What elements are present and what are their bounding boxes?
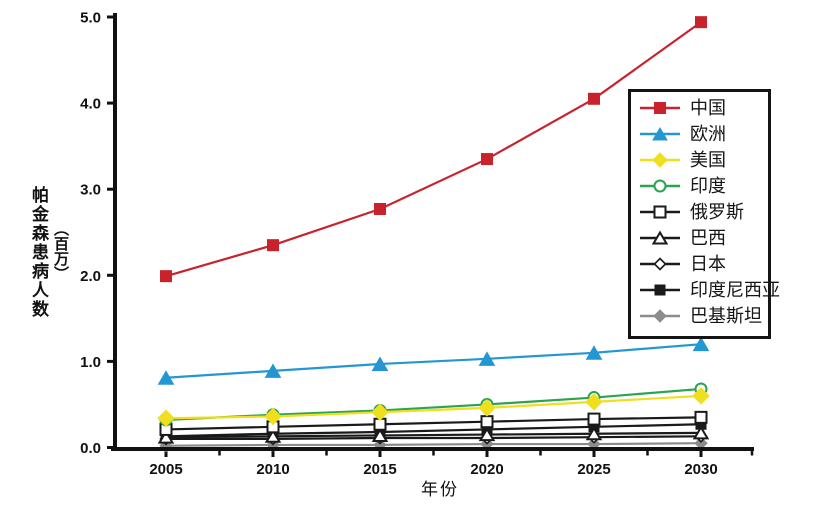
series-point-brazil: [692, 425, 710, 440]
legend-marker-india-icon: [640, 179, 680, 193]
legend-marker-usa-icon: [640, 152, 680, 168]
series-point-brazil: [478, 427, 496, 442]
series-point-brazil: [371, 427, 389, 442]
legend-item-pakistan: 巴基斯坦: [639, 303, 764, 329]
series-point-china: [267, 239, 279, 252]
series-line-russia: [165, 416, 702, 431]
series-point-russia: [480, 415, 494, 429]
legend-marker-russia-icon: [640, 205, 680, 219]
series-point-usa: [478, 399, 496, 417]
series-point-usa: [585, 393, 603, 411]
legend-marker-indonesia-icon: [640, 284, 680, 296]
y-tick-label: 4.0: [80, 96, 101, 113]
legend-symbol-indonesia: [654, 284, 666, 296]
series-point-china: [481, 153, 493, 166]
legend-marker-brazil-icon: [640, 230, 680, 245]
series-point-china: [374, 203, 386, 216]
legend-item-india: 印度: [639, 173, 764, 199]
series-line-china: [165, 21, 702, 278]
legend-label: 欧洲: [690, 124, 726, 144]
series-point-europe: [478, 351, 496, 366]
legend-item-china: 中国: [639, 95, 764, 121]
y-tick-label: 3.0: [80, 182, 101, 199]
x-tick-label: 2025: [577, 461, 610, 478]
legend-symbol-india: [653, 179, 667, 193]
legend-symbol-japan: [653, 257, 667, 271]
legend-item-usa: 美国: [639, 147, 764, 173]
legend-label: 美国: [690, 150, 726, 170]
legend-marker-japan-icon: [640, 257, 680, 271]
x-tick-label: 2005: [149, 461, 182, 478]
y-tick-label: 0.0: [80, 440, 101, 457]
series-line-brazil: [165, 431, 702, 439]
y-tick-label: 2.0: [80, 268, 101, 285]
series-point-europe: [264, 363, 282, 378]
legend-label: 俄罗斯: [690, 202, 744, 222]
series-line-pakistan: [165, 442, 702, 447]
x-axis-title: 年份: [421, 480, 459, 499]
series-point-russia: [694, 410, 708, 424]
series-point-brazil: [264, 428, 282, 443]
series-line-japan: [166, 435, 702, 440]
series-point-europe: [157, 370, 175, 385]
series-point-china: [588, 92, 600, 105]
legend-item-russia: 俄罗斯: [639, 199, 764, 225]
series-point-brazil: [157, 429, 175, 444]
series-point-usa: [157, 409, 175, 427]
series-point-china: [160, 270, 172, 283]
legend-symbol-brazil: [651, 230, 669, 245]
legend: 中国欧洲美国印度俄罗斯巴西日本印度尼西亚巴基斯坦: [628, 89, 780, 339]
y-tick-label: 5.0: [80, 10, 101, 27]
series-point-usa: [264, 407, 282, 426]
series-point-china: [695, 16, 707, 29]
series-line-india: [165, 387, 702, 422]
legend-label: 巴基斯坦: [690, 306, 762, 326]
legend-marker-pakistan-icon: [640, 309, 680, 323]
legend-item-brazil: 巴西: [639, 225, 764, 251]
series-point-europe: [371, 356, 389, 371]
legend-item-indonesia: 印度尼西亚: [639, 277, 780, 303]
legend-label: 巴西: [690, 228, 726, 248]
legend-symbol-pakistan: [653, 309, 667, 323]
series-point-brazil: [585, 426, 603, 441]
legend-label: 印度: [690, 176, 726, 196]
legend-label: 中国: [690, 98, 726, 118]
series-line-usa: [165, 394, 702, 420]
series-line-indonesia: [165, 423, 702, 438]
legend-marker-china-icon: [640, 102, 680, 114]
y-tick-label: 1.0: [80, 354, 101, 371]
y-axis-title: 帕金森患病人数: [29, 186, 48, 319]
legend-label: 印度尼西亚: [690, 280, 780, 300]
series-point-usa: [692, 387, 710, 405]
x-tick-label: 2020: [470, 461, 503, 478]
series-point-usa: [371, 403, 389, 421]
legend-marker-europe-icon: [640, 127, 680, 141]
legend-item-japan: 日本: [639, 251, 764, 277]
x-tick-label: 2010: [256, 461, 289, 478]
legend-item-europe: 欧洲: [639, 121, 764, 147]
x-tick-label: 2015: [363, 461, 396, 478]
legend-symbol-russia: [653, 205, 667, 219]
y-axis-unit-label: （百万）: [52, 221, 68, 281]
series-point-russia: [587, 412, 601, 426]
legend-symbol-usa: [652, 152, 668, 168]
series-line-europe: [165, 343, 702, 379]
legend-symbol-europe: [652, 127, 668, 141]
x-tick-label: 2030: [684, 461, 717, 478]
legend-label: 日本: [690, 254, 726, 274]
series-point-europe: [585, 345, 603, 360]
legend-symbol-china: [654, 102, 666, 114]
series-point-europe: [692, 336, 710, 352]
